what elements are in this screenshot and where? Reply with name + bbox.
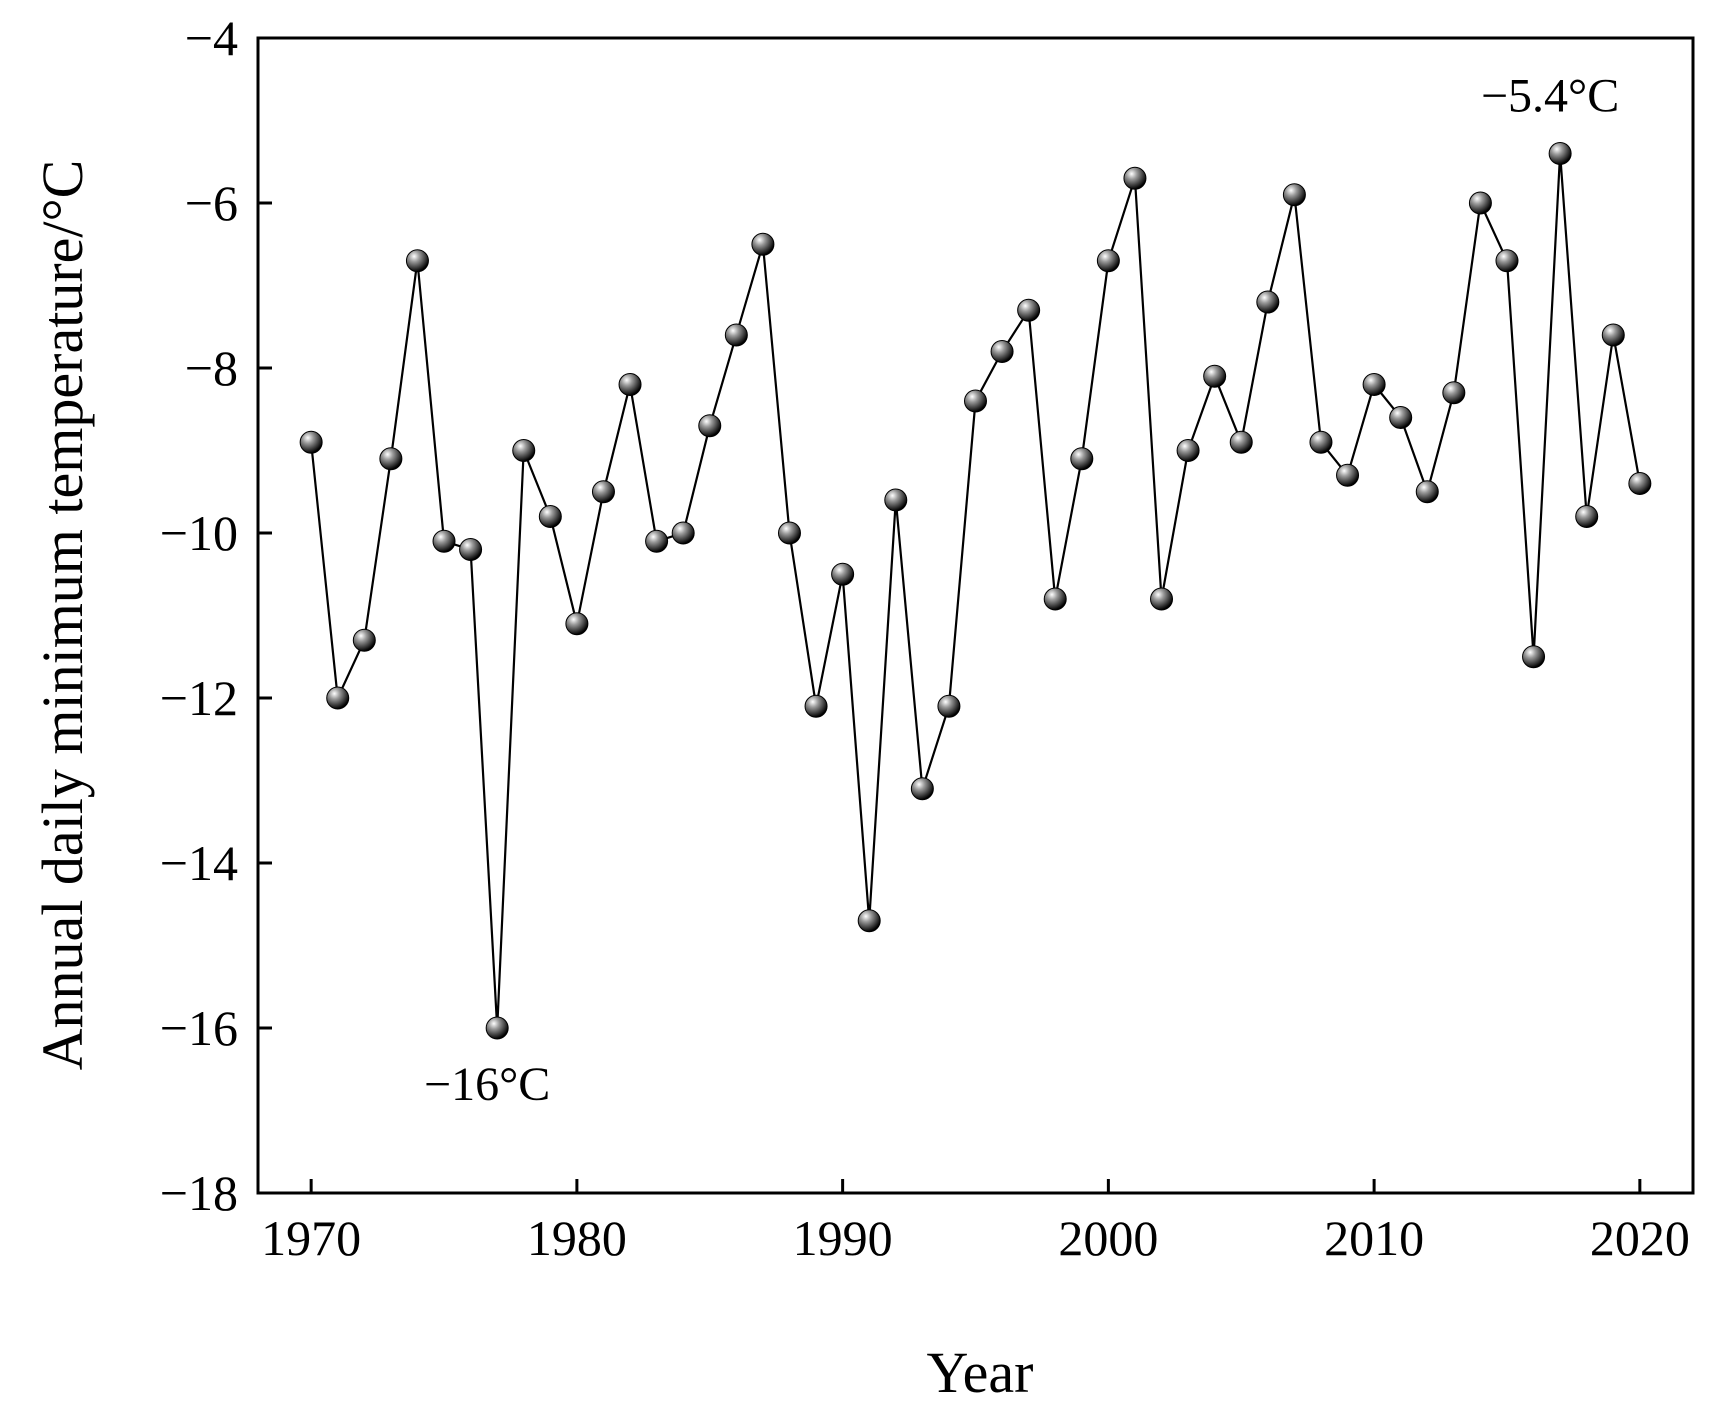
x-tick-label: 1970 <box>261 1210 361 1266</box>
data-point <box>459 538 483 561</box>
data-point <box>1495 249 1519 273</box>
data-point <box>1043 587 1067 611</box>
x-tick-label: 2010 <box>1324 1210 1424 1266</box>
data-point <box>990 340 1014 363</box>
y-tick-label: −4 <box>185 10 238 66</box>
temperature-series-line <box>310 153 1641 1029</box>
data-point <box>405 249 429 273</box>
data-point <box>352 628 376 652</box>
data-point <box>1548 142 1572 165</box>
data-point <box>1628 472 1652 495</box>
y-tick-label: −16 <box>160 1000 238 1056</box>
data-point <box>379 447 403 471</box>
data-point <box>299 430 323 454</box>
data-point <box>751 232 775 256</box>
y-tick-label: −10 <box>160 505 238 561</box>
data-point <box>671 521 695 545</box>
data-point <box>1575 505 1599 528</box>
data-point <box>1256 290 1280 314</box>
data-point <box>910 777 934 801</box>
data-point <box>1150 587 1174 611</box>
y-tick-label: −12 <box>160 670 238 726</box>
data-point <box>1468 191 1492 215</box>
data-point <box>1522 645 1546 669</box>
data-point <box>326 686 350 710</box>
plot-frame <box>256 36 1695 1195</box>
data-point <box>1282 183 1306 207</box>
data-points <box>299 142 1652 1040</box>
y-tick-label: −18 <box>160 1165 238 1221</box>
data-point <box>884 488 908 512</box>
data-point <box>1442 381 1466 405</box>
data-point <box>1203 364 1227 388</box>
data-point <box>565 612 589 636</box>
data-point <box>777 521 801 545</box>
y-axis: −4 −6 −8 −10 −12 −14 −16 −18 <box>160 10 272 1221</box>
data-point <box>1123 166 1147 190</box>
data-point <box>1415 480 1439 504</box>
annotations: −16°C −5.4°C <box>424 70 1619 1112</box>
data-point <box>724 323 748 347</box>
data-point <box>538 505 562 528</box>
x-axis-title: Year <box>927 1340 1034 1405</box>
data-point <box>1336 463 1360 487</box>
data-point <box>1096 249 1120 273</box>
data-point <box>1229 430 1253 454</box>
data-point <box>1176 439 1200 462</box>
data-point <box>591 480 615 504</box>
data-point <box>1017 298 1041 322</box>
data-point <box>645 529 669 553</box>
x-tick-label: 1990 <box>793 1210 893 1266</box>
data-point <box>698 414 722 438</box>
y-tick-label: −14 <box>160 835 238 891</box>
data-point <box>618 373 642 396</box>
data-point <box>1362 373 1386 396</box>
x-tick-label: 2000 <box>1058 1210 1158 1266</box>
data-point <box>512 439 536 462</box>
data-point <box>1309 430 1333 454</box>
data-point <box>937 694 961 718</box>
annotation-label: −5.4°C <box>1481 70 1619 123</box>
data-point <box>857 909 881 933</box>
x-tick-label: 1980 <box>527 1210 627 1266</box>
x-tick-label: 2020 <box>1590 1210 1690 1266</box>
data-point <box>1389 406 1413 429</box>
annotation-label: −16°C <box>424 1058 550 1111</box>
data-point <box>804 694 828 718</box>
data-point <box>1601 323 1625 347</box>
y-tick-label: −6 <box>185 175 238 231</box>
data-point <box>831 562 855 586</box>
data-point <box>964 389 987 413</box>
y-axis-title: Annual daily minimum temperature/°C <box>30 160 95 1071</box>
data-point <box>485 1016 509 1040</box>
x-axis: 1970 1980 1990 2000 2010 2020 <box>261 1179 1690 1266</box>
data-point <box>432 529 456 553</box>
data-point <box>1070 447 1094 471</box>
y-tick-label: −8 <box>185 340 238 396</box>
